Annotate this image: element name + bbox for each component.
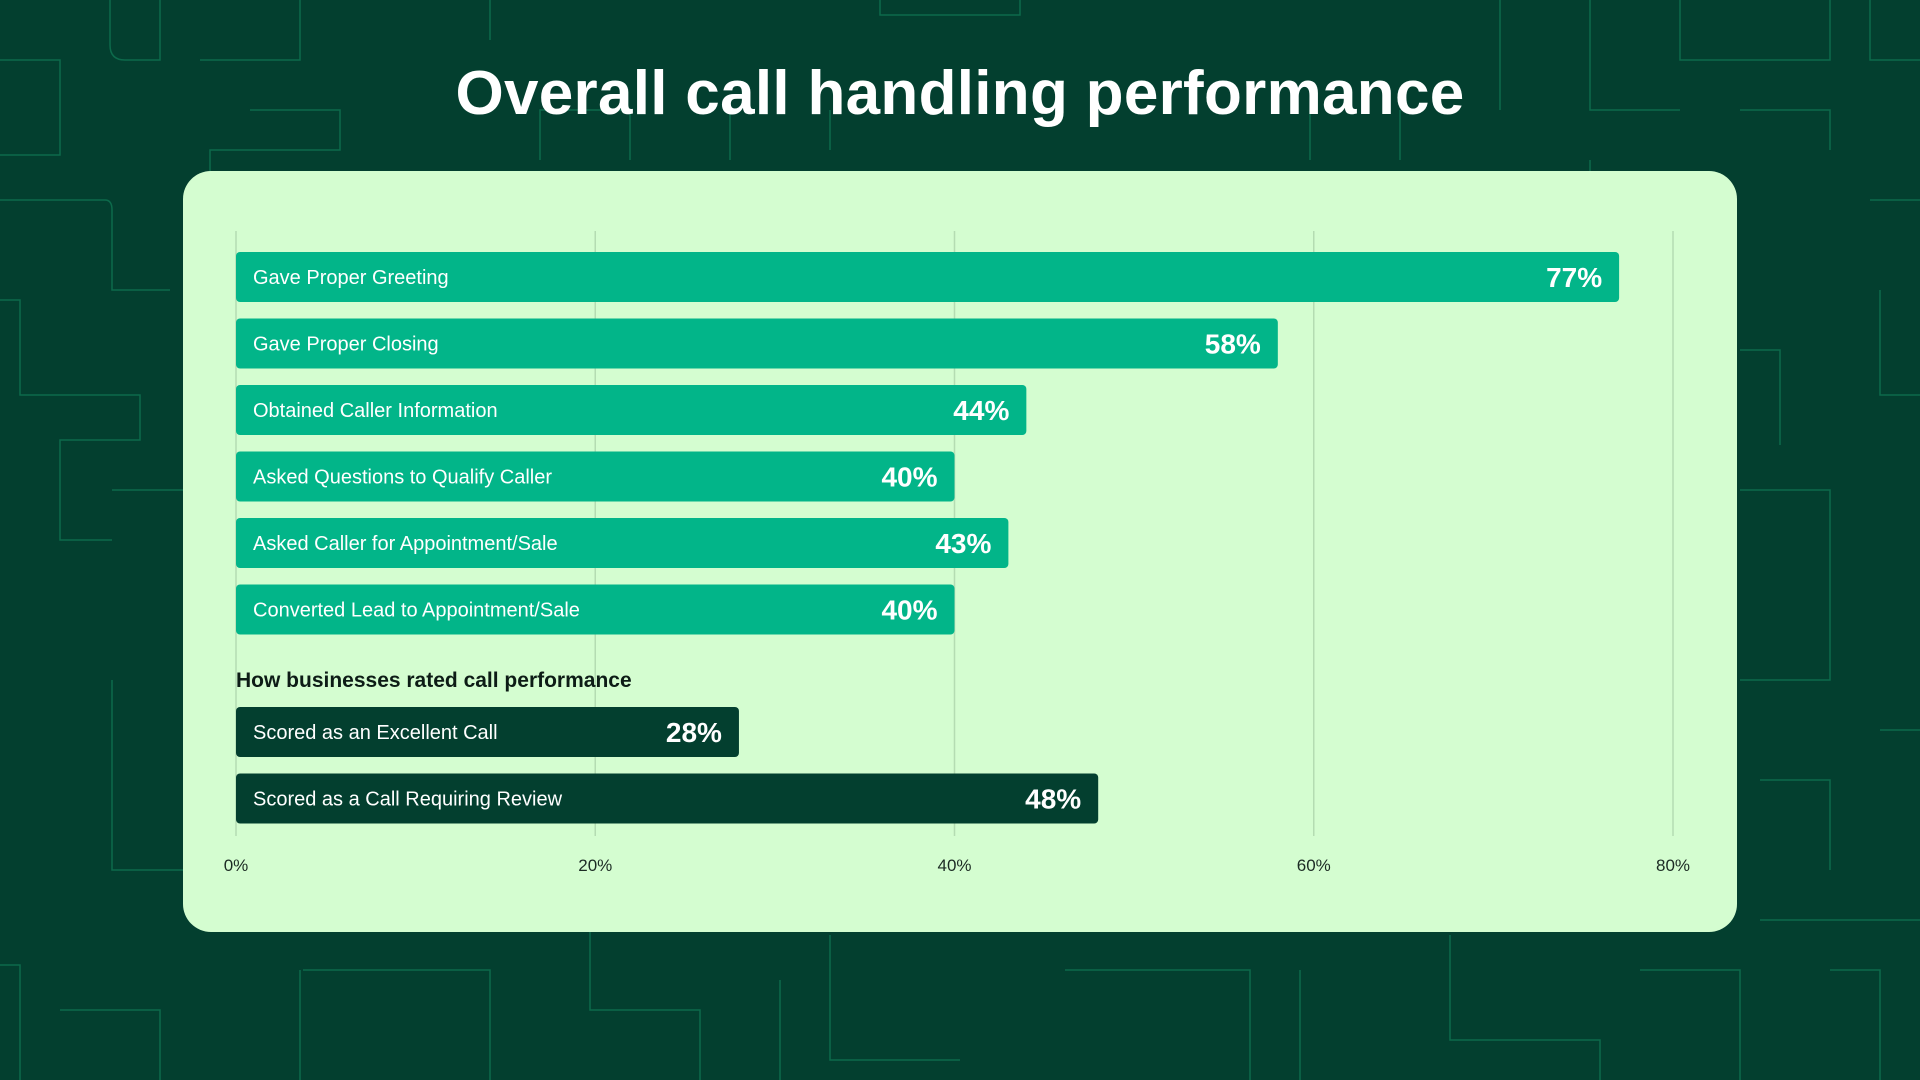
bar-value-label: 48% [1025, 784, 1081, 815]
bar-value-label: 40% [881, 462, 937, 493]
bar-label: Gave Proper Greeting [253, 267, 449, 289]
bar [236, 707, 739, 757]
bar [236, 451, 955, 502]
bar [236, 773, 1099, 824]
bar-value-label: 58% [1205, 329, 1261, 360]
bar [236, 518, 1009, 568]
bar-value-label: 28% [666, 717, 722, 748]
bar-value-label: 40% [881, 595, 937, 626]
bar-value-label: 77% [1546, 262, 1602, 293]
bar-label: Scored as an Excellent Call [253, 722, 498, 744]
bar [236, 252, 1620, 302]
chart-card: 0% 20% 40% 60% 80% Gave Proper Greeting 77% Gav… [183, 171, 1737, 932]
x-tick-label: 60% [1297, 856, 1331, 875]
bar-chart: 0% 20% 40% 60% 80% Gave Proper Greeting 77% Gav… [224, 231, 1690, 875]
x-tick-label: 20% [578, 856, 612, 875]
bar-value-label: 44% [953, 395, 1009, 426]
bar [236, 584, 955, 635]
bar-value-label: 43% [935, 528, 991, 559]
bar-label: Obtained Caller Information [253, 400, 498, 422]
section-heading: How businesses rated call performance [236, 669, 632, 692]
x-tick-label: 40% [937, 856, 971, 875]
bar-label: Asked Questions to Qualify Caller [253, 467, 552, 489]
bar-label: Asked Caller for Appointment/Sale [253, 533, 558, 555]
x-tick-label: 80% [1656, 856, 1690, 875]
bar-label: Gave Proper Closing [253, 334, 439, 356]
page-title: Overall call handling performance [455, 59, 1465, 128]
bar [236, 318, 1278, 369]
bar-label: Converted Lead to Appointment/Sale [253, 600, 580, 622]
x-tick-label: 0% [224, 856, 249, 875]
bar-label: Scored as a Call Requiring Review [253, 789, 563, 811]
bar [236, 385, 1027, 435]
